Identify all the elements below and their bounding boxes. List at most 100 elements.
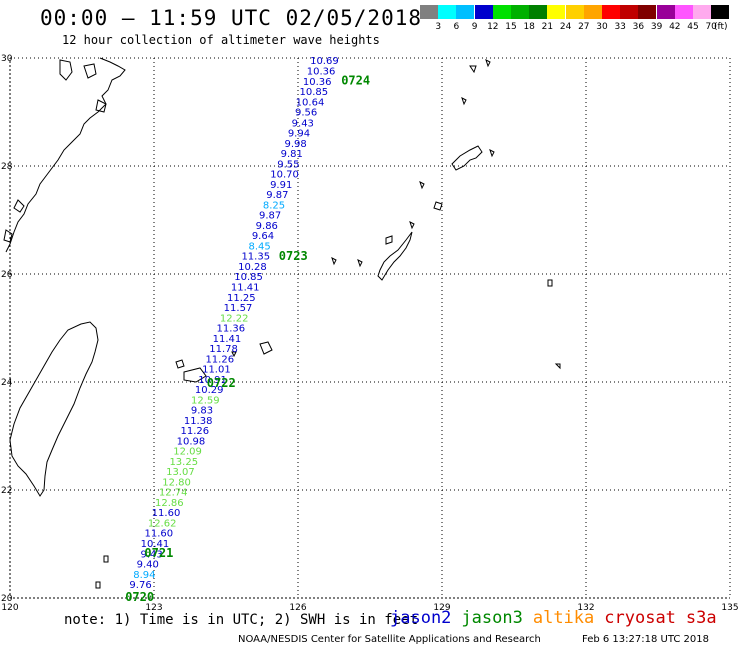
wave-height-value: 11.60 (144, 529, 173, 540)
sakishima-coastline (259, 341, 273, 355)
wave-height-value: 9.83 (191, 406, 213, 417)
wave-height-value: 12.80 (162, 477, 191, 488)
longitude-label: 129 (433, 603, 450, 613)
satellite-legend-item: jason3 (461, 608, 523, 628)
wave-height-value: 11.57 (224, 303, 253, 314)
wave-height-value: 12.59 (191, 395, 220, 406)
wave-height-value: 9.87 (259, 211, 281, 222)
wave-height-value: 9.76 (129, 580, 151, 591)
wave-height-value: 10.85 (234, 272, 263, 283)
wave-height-value: 9.98 (284, 139, 306, 150)
pass-time-label: 0720 (125, 590, 154, 604)
longitude-label: 135 (721, 603, 738, 613)
scale-swatch (420, 5, 438, 19)
wave-height-value: 11.26 (205, 354, 234, 365)
scale-swatch (602, 5, 620, 19)
wave-height-value: 8.25 (263, 200, 285, 211)
wave-height-value: 11.78 (209, 344, 238, 355)
wave-height-value: 10.69 (310, 56, 339, 67)
timestamp-text: Feb 6 13:27:18 UTC 2018 (582, 634, 709, 645)
wave-height-value: 10.98 (177, 436, 206, 447)
wave-height-value: 10.64 (296, 97, 325, 108)
longitude-label: 123 (145, 603, 162, 613)
observation-labels: 10.6910.3610.3610.8510.649.569.439.949.9… (129, 56, 338, 591)
latitude-label: 30 (1, 54, 13, 64)
scale-swatch (674, 5, 693, 19)
wave-height-value: 11.35 (241, 252, 270, 263)
wave-height-value: 10.29 (195, 385, 224, 396)
amami-coastline (451, 145, 483, 171)
scale-swatch (474, 5, 493, 19)
scale-unit: (ft) (714, 22, 728, 32)
wave-height-value: 10.36 (307, 67, 336, 78)
wave-height-value: 12.86 (155, 498, 184, 509)
satellite-legend-item: cryosat (604, 608, 676, 628)
scale-swatch (638, 5, 657, 19)
wave-height-value: 10.91 (198, 375, 227, 386)
wave-height-value: 10.28 (238, 262, 267, 273)
wave-height-value: 9.40 (137, 560, 159, 571)
wave-height-value: 11.36 (216, 324, 245, 335)
scale-swatch (656, 5, 675, 19)
wave-height-value: 12.62 (148, 518, 177, 529)
wave-height-value: 11.26 (180, 426, 209, 437)
credit-text: NOAA/NESDIS Center for Satellite Applica… (238, 634, 541, 645)
wave-height-value: 9.55 (277, 159, 299, 170)
coastlines (3, 57, 561, 589)
scale-swatch (693, 5, 711, 19)
taiwan-coastline (9, 321, 99, 497)
pass-time-label: 0723 (279, 249, 308, 263)
wave-height-value: 12.22 (220, 313, 249, 324)
wave-height-value: 11.01 (202, 365, 231, 376)
satellite-legend: jason2 jason3 altika cryosat s3a (390, 608, 727, 628)
wave-height-value: 9.43 (292, 118, 314, 129)
latitude-label: 28 (1, 162, 13, 172)
wave-height-value: 9.43 (140, 549, 162, 560)
pass-time-label: 0722 (207, 376, 236, 390)
longitude-label: 126 (289, 603, 306, 613)
wave-height-value: 8.45 (248, 241, 270, 252)
scale-label: 42 (669, 22, 681, 32)
scale-label: 30 (596, 22, 608, 32)
scale-label: 33 (614, 22, 626, 32)
wave-height-value: 11.25 (227, 293, 256, 304)
scale-label: 27 (578, 22, 590, 32)
satellite-legend-item: altika (532, 608, 595, 628)
scale-label: 18 (523, 22, 535, 32)
wave-height-value: 13.25 (169, 457, 198, 468)
pass-time-label: 0724 (341, 74, 370, 88)
longitude-label: 132 (577, 603, 594, 613)
scale-swatch (456, 5, 475, 19)
wave-height-value: 10.41 (141, 539, 170, 550)
scale-label: 21 (541, 22, 554, 32)
okinawa-coastline (377, 231, 413, 281)
latitude-label: 22 (1, 486, 12, 496)
map-frame (9, 57, 731, 599)
scale-swatch (529, 5, 548, 19)
wave-height-value: 12.09 (173, 447, 202, 458)
scale-label: 39 (650, 22, 663, 32)
scale-swatch (711, 5, 730, 19)
wave-height-value: 12.74 (159, 488, 188, 499)
pass-time-label: 0721 (144, 546, 173, 560)
scale-swatch (620, 5, 639, 19)
scale-swatch (438, 5, 457, 19)
scale-swatch (547, 5, 566, 19)
scale-label: 3 (435, 22, 442, 32)
wave-height-value: 10.85 (300, 87, 329, 98)
wave-height-value: 10.36 (303, 77, 332, 88)
scale-label: 15 (505, 22, 517, 32)
wave-height-value: 9.81 (281, 149, 303, 160)
scale-label: 36 (632, 22, 645, 32)
scale-label: 45 (687, 22, 699, 32)
wave-height-value: 9.87 (266, 190, 288, 201)
units-note: note: 1) Time is in UTC; 2) SWH is in fe… (64, 612, 419, 628)
scale-label: 9 (471, 22, 478, 32)
scale-label: 6 (453, 22, 460, 32)
china-coastline (5, 57, 126, 253)
scale-swatch (492, 5, 511, 19)
satellite-legend-item: jason2 (390, 608, 452, 628)
wave-height-value: 11.41 (231, 283, 260, 294)
